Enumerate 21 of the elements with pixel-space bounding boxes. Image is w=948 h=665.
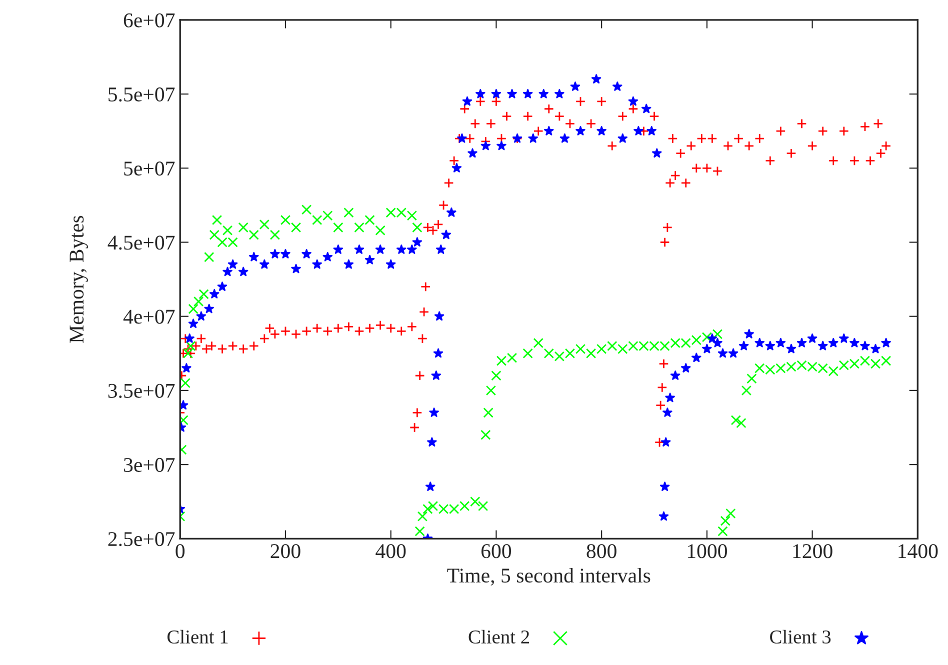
x-tick-label: 1000 — [688, 544, 727, 558]
y-axis-title: Memory, Bytes — [70, 216, 88, 343]
x-tick-label: 200 — [270, 544, 300, 558]
legend-label: Client 2 — [468, 630, 530, 644]
y-tick-label: 4e+07 — [123, 310, 175, 324]
x-tick-label: 800 — [586, 544, 616, 558]
y-tick-label: 5e+07 — [124, 162, 175, 176]
x-tick-label: 1400 — [898, 544, 938, 558]
y-tick-label: 6e+07 — [124, 13, 175, 28]
y-tick-label: 5.5e+07 — [108, 87, 175, 102]
y-tick-label: 3.5e+07 — [108, 384, 175, 398]
y-tick-label: 4.5e+07 — [108, 236, 175, 250]
y-tick-label: 2.5e+07 — [108, 532, 175, 546]
y-tick-label: 3e+07 — [124, 458, 175, 472]
legend-label: Client 1 — [168, 630, 228, 644]
x-tick-label: 400 — [376, 544, 406, 558]
x-tick-label: 600 — [481, 544, 512, 558]
x-tick-label: 0 — [176, 544, 185, 558]
x-tick-label: 1200 — [793, 544, 832, 558]
x-axis-title: Time, 5 second intervals — [447, 568, 650, 586]
legend-label: Client 3 — [770, 630, 831, 644]
